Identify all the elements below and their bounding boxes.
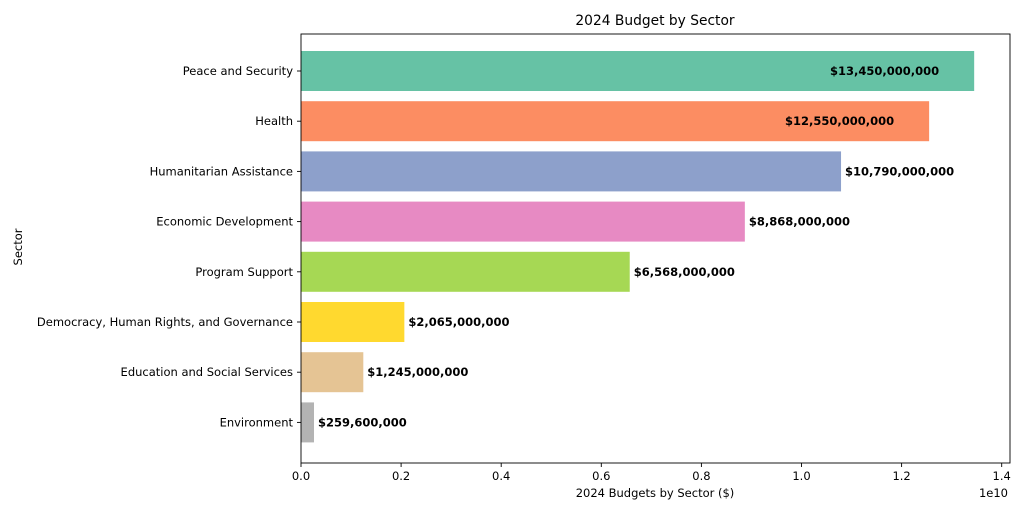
bar xyxy=(301,101,930,142)
bar-value-label: $259,600,000 xyxy=(318,415,407,429)
x-tick-label: 0.0 xyxy=(292,469,310,483)
bar xyxy=(301,151,842,192)
y-tick-label: Economic Development xyxy=(156,215,293,229)
y-tick-label: Education and Social Services xyxy=(121,365,293,379)
bar xyxy=(301,201,745,242)
x-tick-label: 1.4 xyxy=(993,469,1011,483)
bars-group: $13,450,000,000 $12,550,000,000 $10,790,00… xyxy=(301,51,975,443)
y-axis-title: Sector xyxy=(11,228,25,265)
bar xyxy=(301,251,630,292)
x-tick-label: 0.2 xyxy=(392,469,410,483)
x-tick-label: 1.2 xyxy=(892,469,910,483)
y-tick-label: Environment xyxy=(220,415,294,429)
x-axis-title: 2024 Budgets by Sector ($) xyxy=(576,486,735,500)
bar-value-label: $10,790,000,000 xyxy=(845,164,954,178)
x-axis-scale-note: 1e10 xyxy=(979,486,1008,500)
bar xyxy=(301,402,314,443)
x-tick-label: 0.6 xyxy=(592,469,610,483)
y-tick-label: Program Support xyxy=(195,265,293,279)
y-tick-label: Democracy, Human Rights, and Governance xyxy=(37,315,293,329)
bar xyxy=(301,302,405,342)
x-axis: 0.0 0.2 0.4 0.6 0.8 1.0 1.2 1.4 xyxy=(292,463,1011,483)
x-tick-label: 1.0 xyxy=(792,469,810,483)
plot-frame xyxy=(300,33,1011,464)
bar xyxy=(301,51,975,91)
bar-value-label: $8,868,000,000 xyxy=(749,215,850,229)
plot-border xyxy=(300,33,1011,464)
y-tick-label: Peace and Security xyxy=(183,64,293,78)
y-axis: Peace and Security Health Humanitarian Ass… xyxy=(37,64,301,429)
y-tick-label: Humanitarian Assistance xyxy=(150,164,293,178)
bar-value-label: $1,245,000,000 xyxy=(367,365,468,379)
bar xyxy=(301,352,364,393)
x-tick-label: 0.8 xyxy=(692,469,710,483)
y-tick-label: Health xyxy=(255,114,293,128)
bar-value-label: $13,450,000,000 xyxy=(830,64,939,78)
bar-value-label: $2,065,000,000 xyxy=(408,315,509,329)
x-tick-label: 0.4 xyxy=(492,469,510,483)
bar-value-label: $12,550,000,000 xyxy=(785,114,894,128)
bar-value-label: $6,568,000,000 xyxy=(634,265,735,279)
chart-title: 2024 Budget by Sector xyxy=(575,13,734,29)
